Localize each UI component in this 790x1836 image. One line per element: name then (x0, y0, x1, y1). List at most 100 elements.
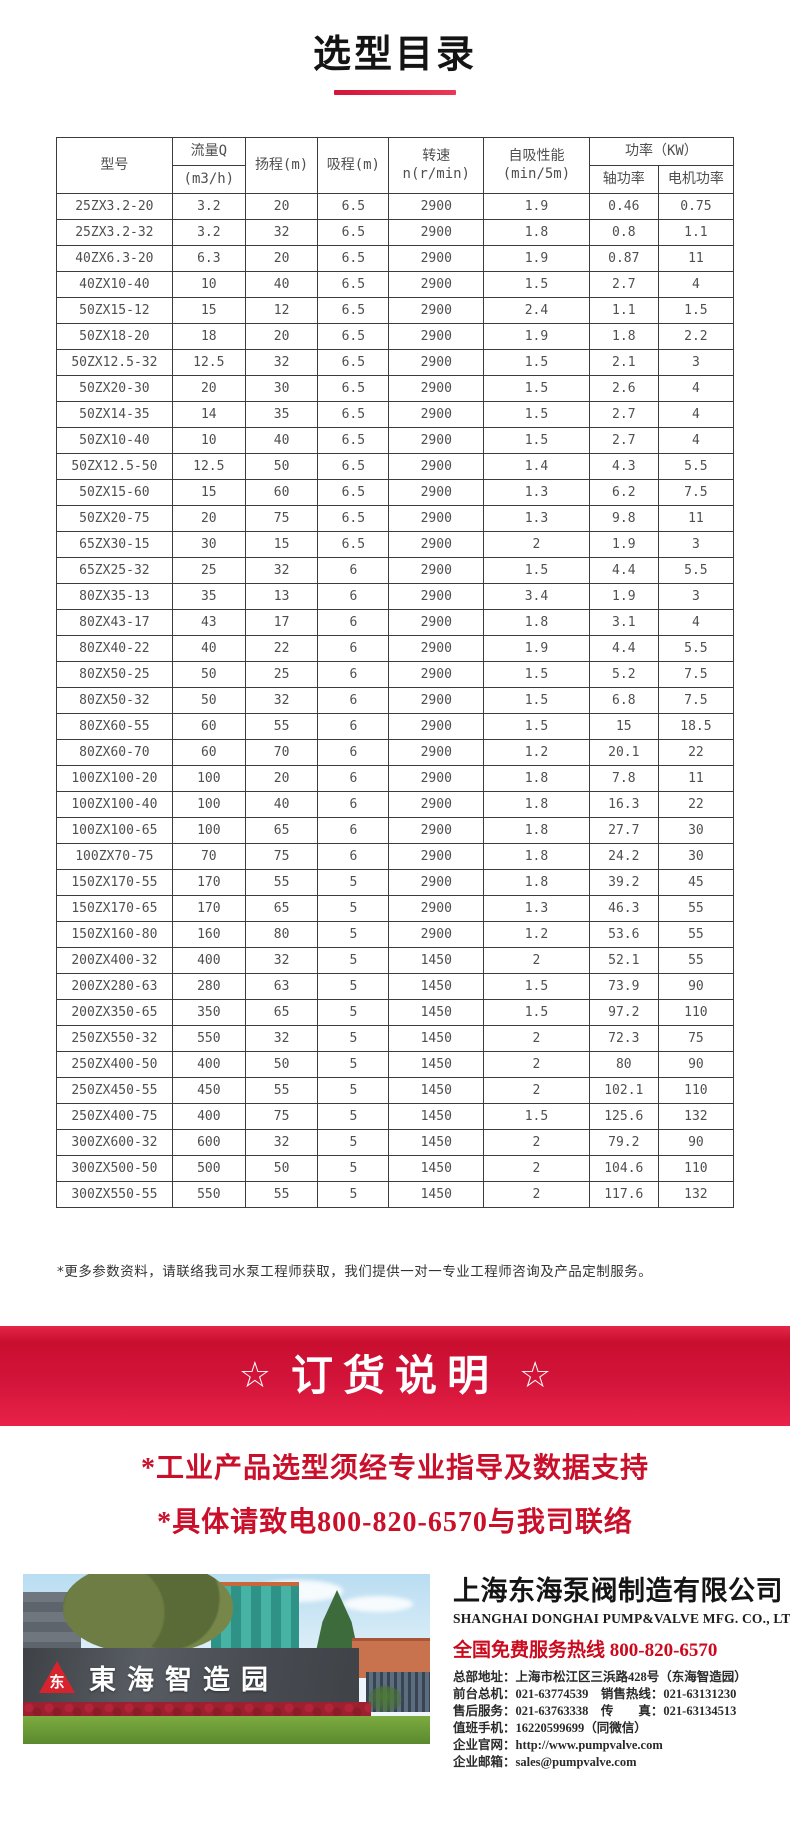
cell-speed: 1450 (388, 1025, 485, 1052)
cell-motor-power: 55 (657, 895, 735, 922)
cell-selfprime: 2 (483, 1181, 590, 1208)
table-row: 200ZX400-32 400 32 5 1450 2 52.1 55 (56, 947, 735, 974)
cell-suction: 6.5 (317, 219, 390, 246)
cell-head: 32 (244, 687, 319, 714)
cell-head: 60 (244, 479, 319, 506)
cell-head: 63 (244, 973, 319, 1000)
cell-motor-power: 30 (657, 817, 735, 844)
table-footnote: *更多参数资料，请联络我司水泵工程师获取，我们提供一对一专业工程师咨询及产品定制… (57, 1264, 653, 1280)
cell-head: 35 (244, 401, 319, 428)
cell-head: 55 (244, 869, 319, 896)
cell-flow: 14 (171, 401, 246, 428)
cell-speed: 2900 (388, 427, 485, 454)
cell-model: 50ZX20-75 (56, 505, 173, 532)
cell-selfprime: 1.5 (483, 661, 590, 688)
cell-shaft-power: 9.8 (588, 505, 659, 532)
order-banner-title: 订货说明 (290, 1351, 499, 1400)
cell-speed: 2900 (388, 687, 485, 714)
cell-shaft-power: 4.3 (588, 453, 659, 480)
company-footer: 东 東海智造园 上海东海泵阀制造有限公司 SHANGHAI DONGHAI PU… (0, 1574, 790, 1771)
cell-selfprime: 1.5 (483, 375, 590, 402)
table-row: 50ZX14-35 14 35 6.5 2900 1.5 2.7 4 (56, 401, 735, 428)
company-name-en: SHANGHAI DONGHAI PUMP&VALVE MFG. CO., LT… (453, 1611, 790, 1627)
cell-speed: 2900 (388, 297, 485, 324)
cell-suction: 5 (317, 1103, 390, 1130)
cell-head: 75 (244, 505, 319, 532)
cell-head: 32 (244, 557, 319, 584)
table-row: 40ZX10-40 10 40 6.5 2900 1.5 2.7 4 (56, 271, 735, 298)
cell-flow: 20 (171, 505, 246, 532)
cell-speed: 2900 (388, 661, 485, 688)
col-header-head: 扬程(m) (244, 137, 319, 194)
table-row: 100ZX100-20 100 20 6 2900 1.8 7.8 11 (56, 765, 735, 792)
cell-motor-power: 7.5 (657, 687, 735, 714)
cell-model: 80ZX50-25 (56, 661, 173, 688)
cell-suction: 5 (317, 1077, 390, 1104)
cell-suction: 6.5 (317, 349, 390, 376)
cell-head: 50 (244, 1051, 319, 1078)
table-row: 250ZX400-50 400 50 5 1450 2 80 90 (56, 1051, 735, 1078)
table-row: 50ZX20-75 20 75 6.5 2900 1.3 9.8 11 (56, 505, 735, 532)
cell-speed: 2900 (388, 869, 485, 896)
cell-shaft-power: 1.1 (588, 297, 659, 324)
table-row: 100ZX100-40 100 40 6 2900 1.8 16.3 22 (56, 791, 735, 818)
cell-head: 40 (244, 427, 319, 454)
cell-speed: 2900 (388, 895, 485, 922)
cell-model: 80ZX50-32 (56, 687, 173, 714)
cell-suction: 6 (317, 661, 390, 688)
table-row: 300ZX500-50 500 50 5 1450 2 104.6 110 (56, 1155, 735, 1182)
title-section: 选型目录 (0, 0, 790, 95)
cell-motor-power: 22 (657, 739, 735, 766)
cell-flow: 400 (171, 947, 246, 974)
cell-suction: 6 (317, 713, 390, 740)
cell-motor-power: 45 (657, 869, 735, 896)
cell-shaft-power: 2.7 (588, 427, 659, 454)
cell-motor-power: 0.75 (657, 193, 735, 220)
cell-suction: 5 (317, 895, 390, 922)
cell-suction: 6.5 (317, 375, 390, 402)
cell-shaft-power: 52.1 (588, 947, 659, 974)
cell-model: 250ZX400-75 (56, 1103, 173, 1130)
cell-motor-power: 132 (657, 1181, 735, 1208)
selfprime-unit: (min/5m) (502, 165, 571, 182)
cell-suction: 6 (317, 635, 390, 662)
cell-flow: 170 (171, 869, 246, 896)
cell-model: 25ZX3.2-20 (56, 193, 173, 220)
cell-flow: 160 (171, 921, 246, 948)
company-photo: 东 東海智造园 (23, 1574, 430, 1744)
cell-selfprime: 2 (483, 1155, 590, 1182)
cell-head: 70 (244, 739, 319, 766)
cell-model: 100ZX100-20 (56, 765, 173, 792)
cell-motor-power: 7.5 (657, 661, 735, 688)
cell-speed: 2900 (388, 219, 485, 246)
cell-shaft-power: 39.2 (588, 869, 659, 896)
company-info: 上海东海泵阀制造有限公司 SHANGHAI DONGHAI PUMP&VALVE… (430, 1574, 790, 1771)
cell-selfprime: 1.5 (483, 687, 590, 714)
cell-model: 40ZX6.3-20 (56, 245, 173, 272)
cell-speed: 2900 (388, 349, 485, 376)
cell-motor-power: 1.5 (657, 297, 735, 324)
cell-flow: 450 (171, 1077, 246, 1104)
cell-flow: 100 (171, 817, 246, 844)
cell-suction: 6.5 (317, 531, 390, 558)
cell-selfprime: 1.8 (483, 843, 590, 870)
cell-head: 30 (244, 375, 319, 402)
cell-flow: 20 (171, 375, 246, 402)
cell-model: 50ZX10-40 (56, 427, 173, 454)
company-name-cn: 上海东海泵阀制造有限公司 (453, 1576, 783, 1607)
col-header-motor-power: 电机功率 (657, 165, 735, 194)
cell-suction: 6 (317, 817, 390, 844)
star-icon: ☆ (519, 1355, 552, 1396)
cell-selfprime: 1.5 (483, 713, 590, 740)
logo-character: 东 (49, 1673, 65, 1691)
cell-flow: 500 (171, 1155, 246, 1182)
cell-selfprime: 3.4 (483, 583, 590, 610)
cell-shaft-power: 2.7 (588, 271, 659, 298)
cell-flow: 3.2 (171, 193, 246, 220)
cell-flow: 10 (171, 271, 246, 298)
cell-model: 80ZX60-55 (56, 713, 173, 740)
cell-shaft-power: 117.6 (588, 1181, 659, 1208)
company-logo: 东 (39, 1661, 75, 1693)
cell-selfprime: 2 (483, 531, 590, 558)
cell-shaft-power: 102.1 (588, 1077, 659, 1104)
